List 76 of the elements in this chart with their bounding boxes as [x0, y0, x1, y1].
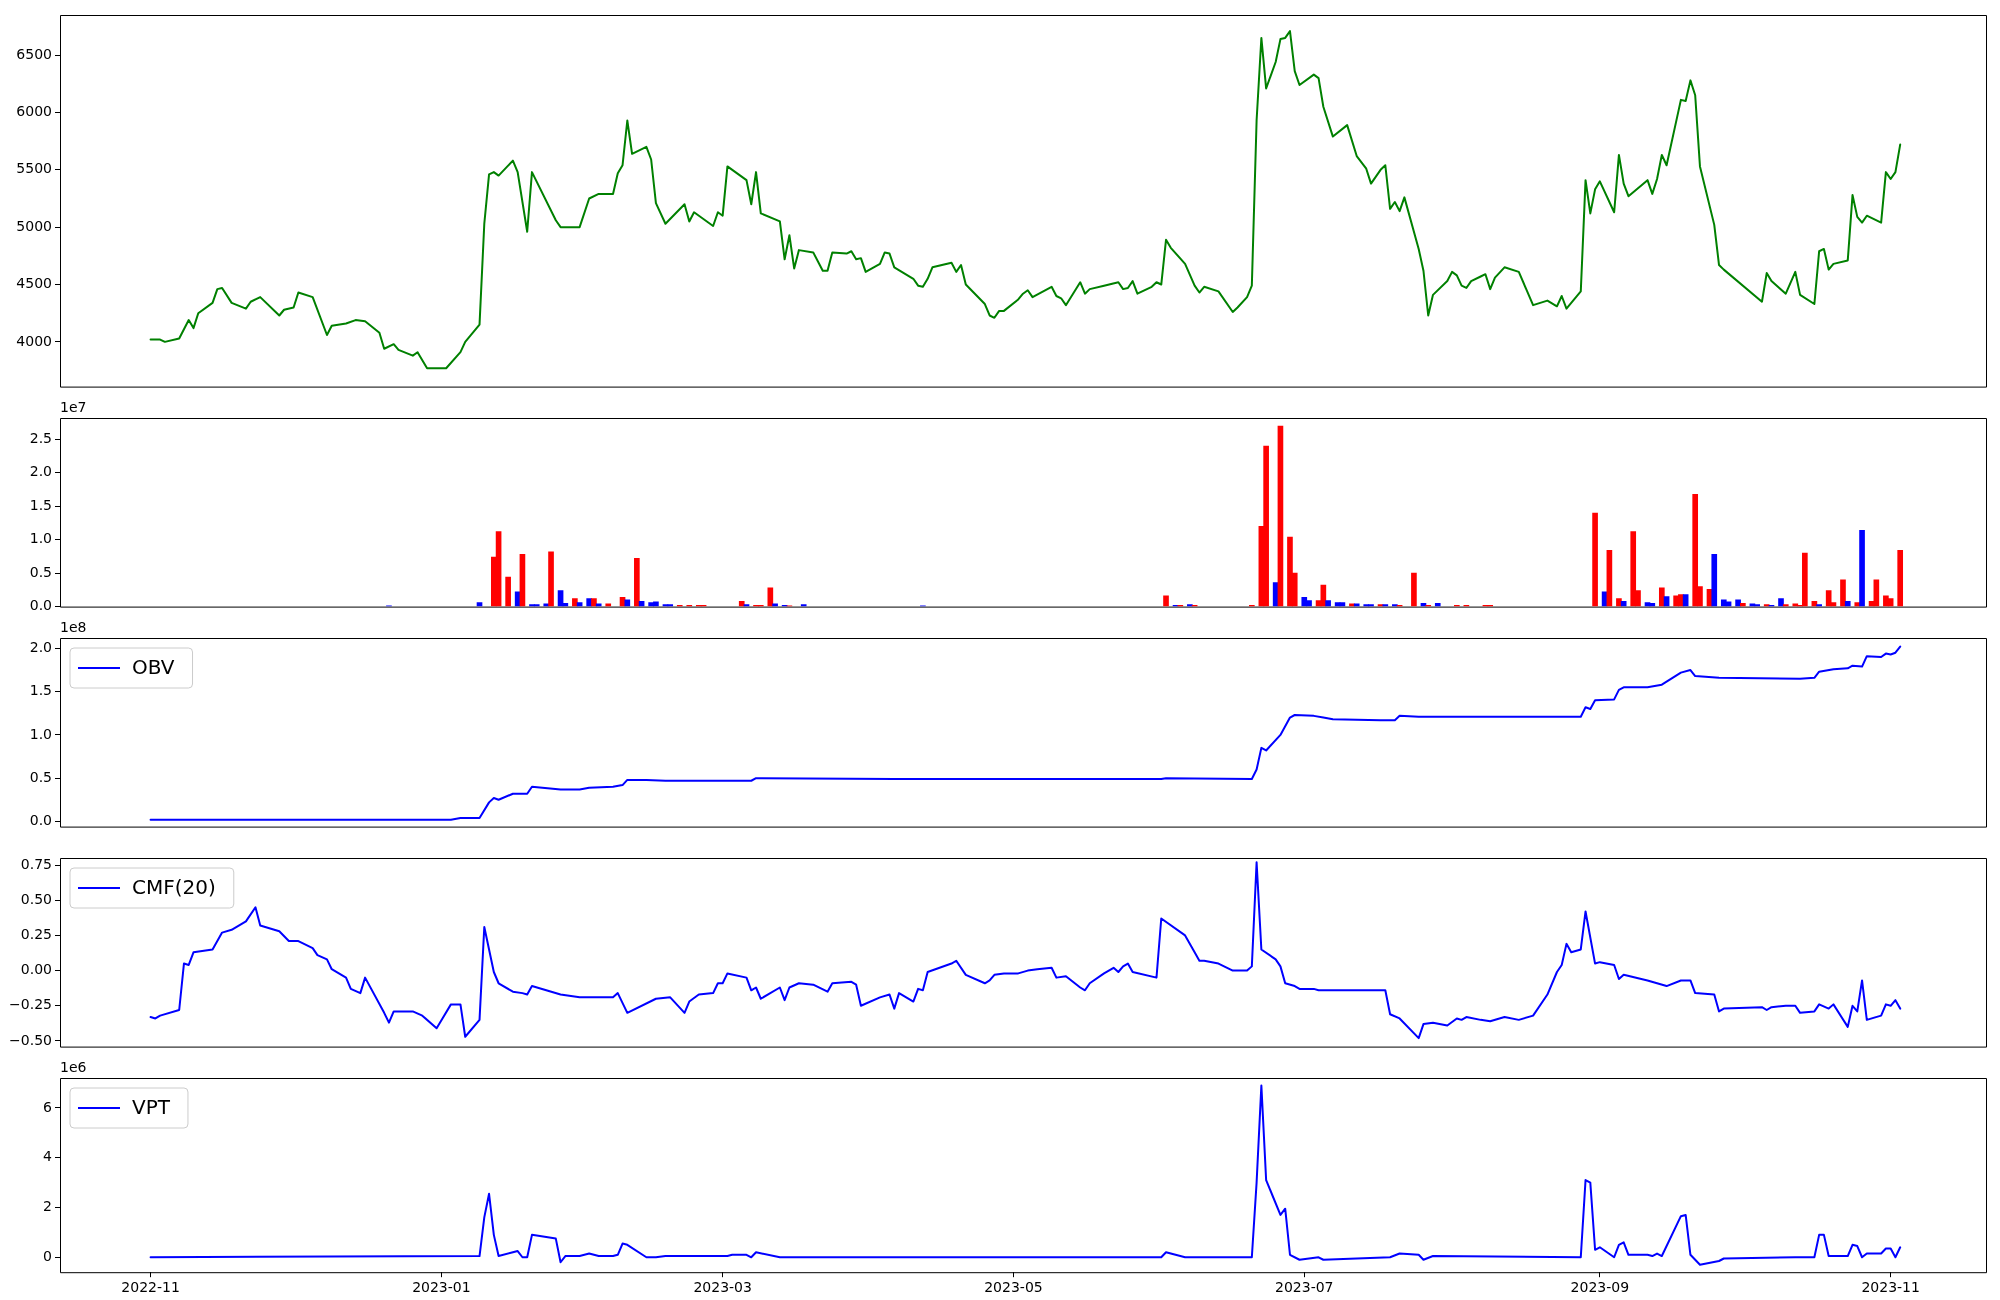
y-tick-label: 6500 [16, 45, 52, 62]
bar [548, 551, 554, 607]
legend-label: VPT [132, 1095, 171, 1120]
y-tick-label: 5500 [16, 160, 52, 177]
bar [505, 576, 511, 607]
bar [1382, 604, 1389, 607]
bar [1897, 550, 1904, 607]
y-tick-label: 4000 [16, 332, 52, 349]
legend-label: CMF(20) [132, 875, 216, 900]
bar [1187, 604, 1193, 607]
x-tick-label: 2023-05 [984, 1279, 1043, 1296]
y-tick-label: 1.0 [29, 725, 52, 742]
bar [1630, 531, 1637, 607]
y-tick-label: 0.0 [29, 597, 52, 614]
bar [1763, 604, 1770, 607]
bar [1692, 493, 1699, 607]
bar [1754, 604, 1760, 607]
bar [1263, 445, 1269, 607]
bar [1840, 579, 1846, 607]
bar [572, 598, 578, 607]
bar [1859, 530, 1865, 607]
bar [1658, 587, 1665, 607]
bar [533, 604, 540, 607]
bar [1782, 604, 1789, 607]
bar [591, 598, 597, 607]
legend-label: OBV [132, 655, 175, 680]
y-tick-label: −0.50 [9, 1031, 52, 1048]
y-tick-label: 6 [43, 1098, 53, 1115]
bar [1825, 590, 1832, 607]
bar [1844, 600, 1851, 607]
text: 1e8 [60, 618, 87, 635]
bar [1392, 604, 1398, 607]
bar [1592, 512, 1598, 607]
x-tick-label: 2023-09 [1570, 1279, 1630, 1296]
y-tick-label: 4 [43, 1148, 53, 1165]
y-tick-label: 0 [43, 1247, 52, 1264]
x-tick-label: 2023-03 [693, 1279, 752, 1296]
bar [1325, 600, 1331, 607]
bar [1163, 595, 1169, 607]
y-tick-label: 5000 [16, 217, 52, 234]
y-tick-label: 2.5 [29, 430, 52, 447]
text: 1e7 [60, 398, 87, 415]
bar [738, 600, 745, 607]
bar [1434, 602, 1441, 607]
y-tick-label: 1.5 [29, 682, 52, 699]
bar [1778, 598, 1784, 607]
y-tick-label: 4500 [16, 275, 52, 292]
y-tick-label: 0.75 [20, 855, 52, 872]
y-tick-label: 0.5 [29, 563, 52, 580]
y-tick-label: 1.5 [29, 496, 52, 513]
bar [1411, 572, 1417, 607]
x-tick-label: 2023-01 [412, 1279, 471, 1296]
y-tick-label: 2.0 [29, 463, 52, 480]
y-tick-label: 0.50 [20, 890, 52, 907]
y-tick-label: 0.5 [29, 768, 52, 785]
bar [800, 604, 807, 607]
y-tick-label: 0.0 [29, 812, 52, 829]
bar [1816, 604, 1822, 607]
x-tick-label: 2023-07 [1275, 1279, 1334, 1296]
x-tick-label: 2023-11 [1861, 1279, 1920, 1296]
bar [624, 599, 631, 607]
y-tick-label: 0.25 [20, 926, 52, 943]
y-tick-label: 2 [43, 1198, 52, 1215]
y-tick-label: 1.0 [29, 530, 52, 547]
text: 1e6 [60, 1058, 87, 1075]
bar [1649, 602, 1656, 607]
bar [1711, 554, 1718, 607]
bar [667, 604, 674, 607]
x-tick-label: 2022-11 [121, 1279, 180, 1296]
bar [1740, 602, 1746, 607]
y-tick-label: 2.0 [29, 639, 52, 656]
y-tick-label: −0.25 [9, 996, 52, 1013]
bar [634, 558, 640, 607]
y-tick-label: 0.00 [20, 961, 52, 978]
bar [1620, 600, 1627, 607]
y-tick-label: 6000 [16, 103, 52, 120]
